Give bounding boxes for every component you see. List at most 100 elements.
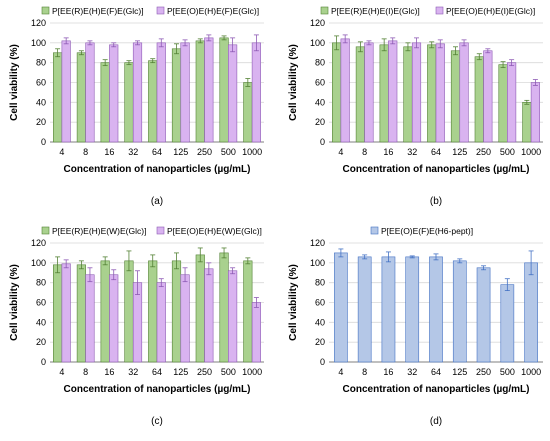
y-tick-label: 20 <box>36 337 46 347</box>
bar-purple <box>364 42 374 143</box>
x-tick-label: 64 <box>431 147 441 157</box>
bar-blue <box>500 284 515 363</box>
y-tick-label: 20 <box>315 337 325 347</box>
legend-swatch-purple <box>156 226 165 235</box>
bar-green <box>474 56 484 143</box>
panel-label: (a) <box>151 196 163 207</box>
y-tick-label: 60 <box>36 78 46 88</box>
y-tick-label: 120 <box>310 18 325 28</box>
x-tick-label: 4 <box>338 367 343 377</box>
x-tick-label: 8 <box>362 367 367 377</box>
bar-purple <box>156 42 166 143</box>
legend-entry: P[EE(R)E(H)E(W)E(Glc)] <box>52 226 146 236</box>
bar-green <box>219 37 229 143</box>
x-tick-label: 16 <box>104 147 114 157</box>
legend-swatch-green <box>320 6 329 15</box>
x-tick-label: 500 <box>221 147 236 157</box>
x-tick-label: 1000 <box>242 367 262 377</box>
y-tick-label: 120 <box>31 238 46 248</box>
bar-green <box>171 48 182 143</box>
legend-entry: P[EE(O)E(F)E(H6-pept)] <box>381 226 473 236</box>
y-tick-label: 80 <box>36 58 46 68</box>
x-tick-label: 125 <box>173 147 188 157</box>
bar-purple <box>507 62 517 143</box>
x-tick-label: 500 <box>500 147 515 157</box>
bar-green <box>76 52 86 143</box>
x-tick-label: 32 <box>407 367 417 377</box>
bar-blue <box>476 267 491 363</box>
bar-purple <box>228 44 238 143</box>
x-tick-label: 64 <box>431 367 441 377</box>
x-tick-label: 1000 <box>521 367 541 377</box>
bar-green <box>124 260 134 363</box>
bar-green <box>522 102 532 143</box>
x-tick-label: 8 <box>83 367 88 377</box>
bar-purple <box>483 50 493 143</box>
bar-purple <box>251 42 261 143</box>
x-tick-label: 16 <box>104 367 114 377</box>
bar-green <box>148 60 158 143</box>
bar-green <box>427 44 437 143</box>
bar-green <box>450 50 461 143</box>
x-tick-label: 4 <box>338 147 343 157</box>
bar-purple <box>132 42 143 143</box>
y-tick-label: 100 <box>31 258 46 268</box>
x-tick-label: 125 <box>452 367 467 377</box>
x-axis-label: Concentration of nanoparticles (µg/mL) <box>64 384 251 395</box>
x-tick-label: 32 <box>128 367 138 377</box>
bar-green <box>100 62 110 143</box>
legend-entry: P[EE(O)E(H)E(F)E(Glc)] <box>167 6 259 16</box>
x-tick-label: 16 <box>383 147 393 157</box>
panel-label: (d) <box>430 416 442 427</box>
bar-green <box>355 46 365 143</box>
legend-entry: P[EE(O)E(H)E(W)E(Glc)] <box>167 226 262 236</box>
bar-green <box>219 252 229 363</box>
bar-green <box>53 52 63 143</box>
y-tick-label: 100 <box>310 258 325 268</box>
x-axis-label: Concentration of nanoparticles (µg/mL) <box>343 164 530 175</box>
legend-swatch-purple <box>156 6 165 15</box>
y-axis-label: Cell viability (%) <box>288 264 299 341</box>
panel-label: (c) <box>151 416 163 427</box>
x-tick-label: 1000 <box>242 147 262 157</box>
y-tick-label: 20 <box>36 117 46 127</box>
chart-panel-3: 0 20 40 60 80 100 120 4 8 16 32 64 125 250 500 1000 Cell… <box>9 226 264 427</box>
bar-purple <box>228 270 238 363</box>
legend-swatch-green <box>41 226 50 235</box>
y-tick-label: 80 <box>315 58 325 68</box>
bar-green <box>195 254 205 363</box>
bar-purple <box>340 38 350 143</box>
x-tick-label: 4 <box>59 367 64 377</box>
bar-purple <box>61 263 71 363</box>
bar-purple <box>435 43 445 143</box>
bar-purple <box>109 44 119 143</box>
y-tick-label: 40 <box>36 317 46 327</box>
bar-blue <box>334 252 348 363</box>
bar-purple <box>388 40 398 143</box>
x-tick-label: 250 <box>197 367 212 377</box>
y-tick-label: 80 <box>315 278 325 288</box>
y-axis-label: Cell viability (%) <box>288 44 299 121</box>
bar-green <box>243 82 253 143</box>
bar-green <box>148 260 158 363</box>
x-tick-label: 8 <box>362 147 367 157</box>
chart-panel-1: 0 20 40 60 80 100 120 4 8 16 32 64 125 250 500 1000 Cell… <box>9 6 264 207</box>
bar-purple <box>109 274 119 363</box>
bar-blue <box>452 260 467 363</box>
x-axis-label: Concentration of nanoparticles (µg/mL) <box>343 384 530 395</box>
legend-entry: P[EE(R)E(H)E(F)E(Glc)] <box>52 6 144 16</box>
x-tick-label: 250 <box>197 147 212 157</box>
bar-green <box>53 264 63 363</box>
y-tick-label: 120 <box>31 18 46 28</box>
y-tick-label: 120 <box>310 238 325 248</box>
bar-blue <box>524 262 538 363</box>
bar-purple <box>180 274 190 363</box>
y-tick-label: 0 <box>41 357 46 367</box>
legend-swatch-purple <box>435 6 444 15</box>
y-axis-label: Cell viability (%) <box>9 44 20 121</box>
y-tick-label: 100 <box>310 38 325 48</box>
x-tick-label: 16 <box>383 367 393 377</box>
bar-green <box>243 260 253 363</box>
x-tick-label: 32 <box>407 147 417 157</box>
